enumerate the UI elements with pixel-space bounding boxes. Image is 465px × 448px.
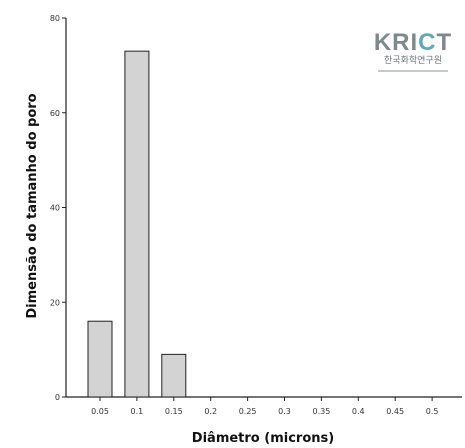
x-tick-label: 0.4 xyxy=(352,407,365,416)
bar-0.15 xyxy=(161,353,187,398)
krict-logo: KRICT 한국화학연구원 xyxy=(368,30,458,72)
x-axis-label: Diâmetro (microns) xyxy=(192,431,334,446)
y-tick-label: 20 xyxy=(50,298,60,307)
logo-subtext: 한국화학연구원 xyxy=(384,56,442,66)
x-tick-label: 0.45 xyxy=(386,407,404,416)
y-tick-labels: 0 20 40 60 80 xyxy=(50,14,66,402)
x-tick-label: 0.05 xyxy=(91,407,109,416)
x-tick-label: 0.3 xyxy=(278,407,291,416)
x-tick-label: 0.1 xyxy=(131,407,144,416)
y-axis-label: Dimensão do tamanho do poro xyxy=(25,93,40,318)
x-tick-label: 0.5 xyxy=(426,407,439,416)
bar-0.05 xyxy=(87,320,113,398)
logo-underline xyxy=(378,70,448,72)
x-tick-label: 0.15 xyxy=(165,407,183,416)
bar-0.1 xyxy=(124,50,150,398)
logo-text: KRICT xyxy=(373,29,453,56)
chart-bars xyxy=(87,50,187,398)
x-tick-label: 0.2 xyxy=(204,407,217,416)
x-tick-labels: 0.05 0.1 0.15 0.2 0.25 0.3 0.35 0.4 0.45 0.5 xyxy=(91,397,438,416)
x-tick-label: 0.35 xyxy=(312,407,330,416)
y-tick-label: 40 xyxy=(50,204,60,213)
x-tick-label: 0.25 xyxy=(239,407,257,416)
y-tick-label: 80 xyxy=(50,14,60,23)
y-tick-label: 60 xyxy=(50,109,60,118)
y-tick-label: 0 xyxy=(55,393,60,402)
